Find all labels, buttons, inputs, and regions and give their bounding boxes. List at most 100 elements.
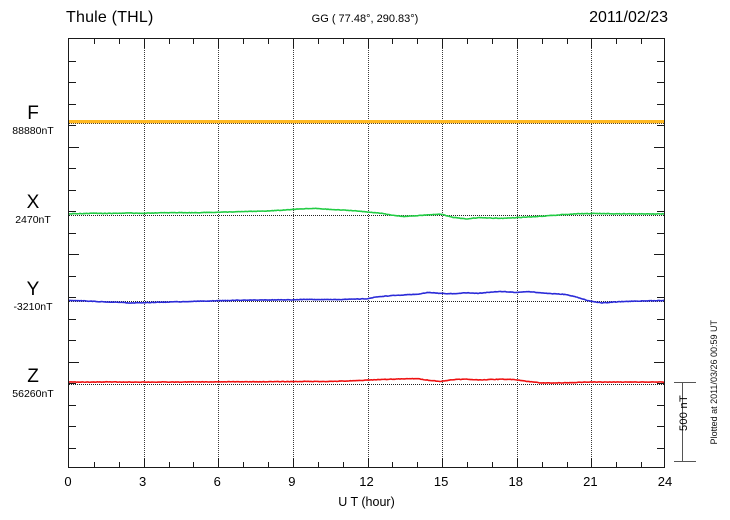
trace-x: [69, 207, 664, 220]
x-tick-bottom-h12: [367, 458, 369, 467]
x-tick-label-18: 18: [508, 474, 523, 489]
x-tick-label-24: 24: [657, 474, 673, 489]
y-tick-left-18: [69, 426, 76, 427]
component-label-z: Z 56260nT: [0, 367, 66, 400]
x-tick-label-6: 6: [213, 474, 221, 489]
x-tick-bottom-h11: [342, 462, 344, 467]
x-tick-bottom-h17: [491, 462, 493, 467]
y-tick-right-1: [657, 60, 664, 62]
x-tick-top-h22: [616, 39, 618, 44]
x-tick-bottom-h18: [516, 458, 518, 467]
x-tick-bottom-h7: [243, 462, 245, 467]
y-tick-left-19: [69, 447, 76, 449]
y-tick-left-11: [69, 275, 76, 277]
trace-z: [69, 377, 664, 384]
y-tick-left-15: [69, 361, 79, 363]
x-tick-bottom-h1: [93, 462, 95, 467]
x-tick-bottom-h6: [218, 458, 220, 467]
component-label-y: Y -3210nT: [0, 280, 66, 313]
y-tick-left-2: [69, 82, 76, 83]
x-tick-bottom-h23: [641, 462, 643, 467]
x-tick-bottom-h5: [193, 462, 195, 467]
y-tick-right-16: [657, 383, 664, 384]
y-tick-right-10: [654, 254, 664, 255]
x-tick-bottom-h4: [168, 462, 170, 467]
x-tick-label-3: 3: [139, 474, 147, 489]
x-tick-label-9: 9: [288, 474, 296, 489]
page-title: Thule (THL): [66, 9, 154, 26]
y-tick-left-5: [69, 146, 79, 148]
x-tick-label-0: 0: [64, 474, 72, 489]
y-tick-left-3: [69, 103, 76, 105]
x-tick-top-h13: [392, 39, 394, 44]
y-tick-right-15: [654, 361, 664, 363]
y-tick-right-18: [657, 426, 664, 427]
y-tick-right-8: [657, 211, 664, 212]
x-tick-top-h12: [367, 39, 369, 48]
x-tick-top-h1: [93, 39, 95, 44]
plotted-timestamp: Plotted at 2011/03/26 00:59 UT: [709, 320, 719, 445]
x-tick-top-h21: [591, 39, 593, 48]
x-tick-bottom-h8: [268, 462, 269, 467]
x-tick-top-h23: [641, 39, 643, 44]
x-tick-top-h11: [342, 39, 344, 44]
x-tick-top-h20: [566, 39, 568, 44]
y-tick-right-13: [657, 318, 664, 320]
y-tick-right-5: [654, 146, 664, 148]
component-symbol-f: F: [27, 103, 39, 124]
x-tick-top-h19: [541, 39, 543, 44]
y-tick-left-10: [69, 254, 79, 255]
component-value-y: -3210nT: [13, 301, 53, 313]
y-tick-left-1: [69, 60, 76, 62]
component-value-z: 56260nT: [12, 388, 54, 400]
y-tick-left-14: [69, 340, 76, 341]
baseline-z: [69, 384, 664, 385]
y-tick-left-13: [69, 318, 76, 320]
x-tick-top-h14: [417, 39, 419, 44]
x-tick-bottom-h19: [541, 462, 543, 467]
x-tick-top-h4: [168, 39, 170, 44]
x-tick-bottom-h10: [317, 462, 319, 467]
y-tick-right-17: [657, 404, 664, 406]
geographic-coordinates-label: GG ( 77.48°, 290.83°): [311, 13, 419, 25]
component-symbol-y: Y: [26, 279, 40, 300]
component-symbol-z: Z: [27, 366, 39, 387]
component-label-f: F 88880nT: [0, 104, 66, 137]
x-tick-top-h5: [193, 39, 195, 44]
y-tick-right-7: [657, 189, 664, 191]
plot-inner-canvas: [69, 39, 664, 467]
y-tick-right-19: [657, 447, 664, 449]
x-axis-title: U T (hour): [338, 495, 395, 509]
date-label: 2011/02/23: [589, 9, 668, 26]
gridline-hour-12: [367, 39, 369, 467]
baseline-f: [69, 123, 664, 124]
x-tick-top-h16: [467, 39, 468, 44]
gridline-hour-6: [218, 39, 220, 467]
scale-bar: [674, 382, 696, 462]
component-value-f: 88880nT: [12, 125, 54, 137]
x-tick-bottom-h3: [143, 458, 145, 467]
gridline-hour-18: [516, 39, 518, 467]
y-tick-right-6: [657, 168, 664, 169]
x-tick-top-h18: [516, 39, 518, 48]
x-tick-bottom-h9: [292, 458, 294, 467]
x-tick-bottom-h20: [566, 462, 568, 467]
y-tick-right-9: [657, 232, 664, 234]
y-tick-left-16: [69, 383, 76, 384]
x-tick-label-21: 21: [583, 474, 598, 489]
x-tick-top-h2: [118, 39, 120, 44]
gridline-hour-3: [143, 39, 145, 467]
component-symbol-x: X: [26, 192, 40, 213]
component-traces: [69, 120, 664, 384]
y-tick-right-3: [657, 103, 664, 105]
trace-y: [69, 290, 664, 304]
x-tick-bottom-h2: [118, 462, 120, 467]
magnetogram-plot-area: [68, 38, 665, 468]
x-tick-top-h9: [292, 39, 294, 48]
x-tick-label-12: 12: [359, 474, 374, 489]
x-tick-bottom-h16: [467, 462, 468, 467]
x-tick-bottom-h13: [392, 462, 394, 467]
y-tick-right-2: [657, 82, 664, 83]
y-tick-left-9: [69, 232, 76, 234]
y-tick-left-8: [69, 211, 76, 212]
